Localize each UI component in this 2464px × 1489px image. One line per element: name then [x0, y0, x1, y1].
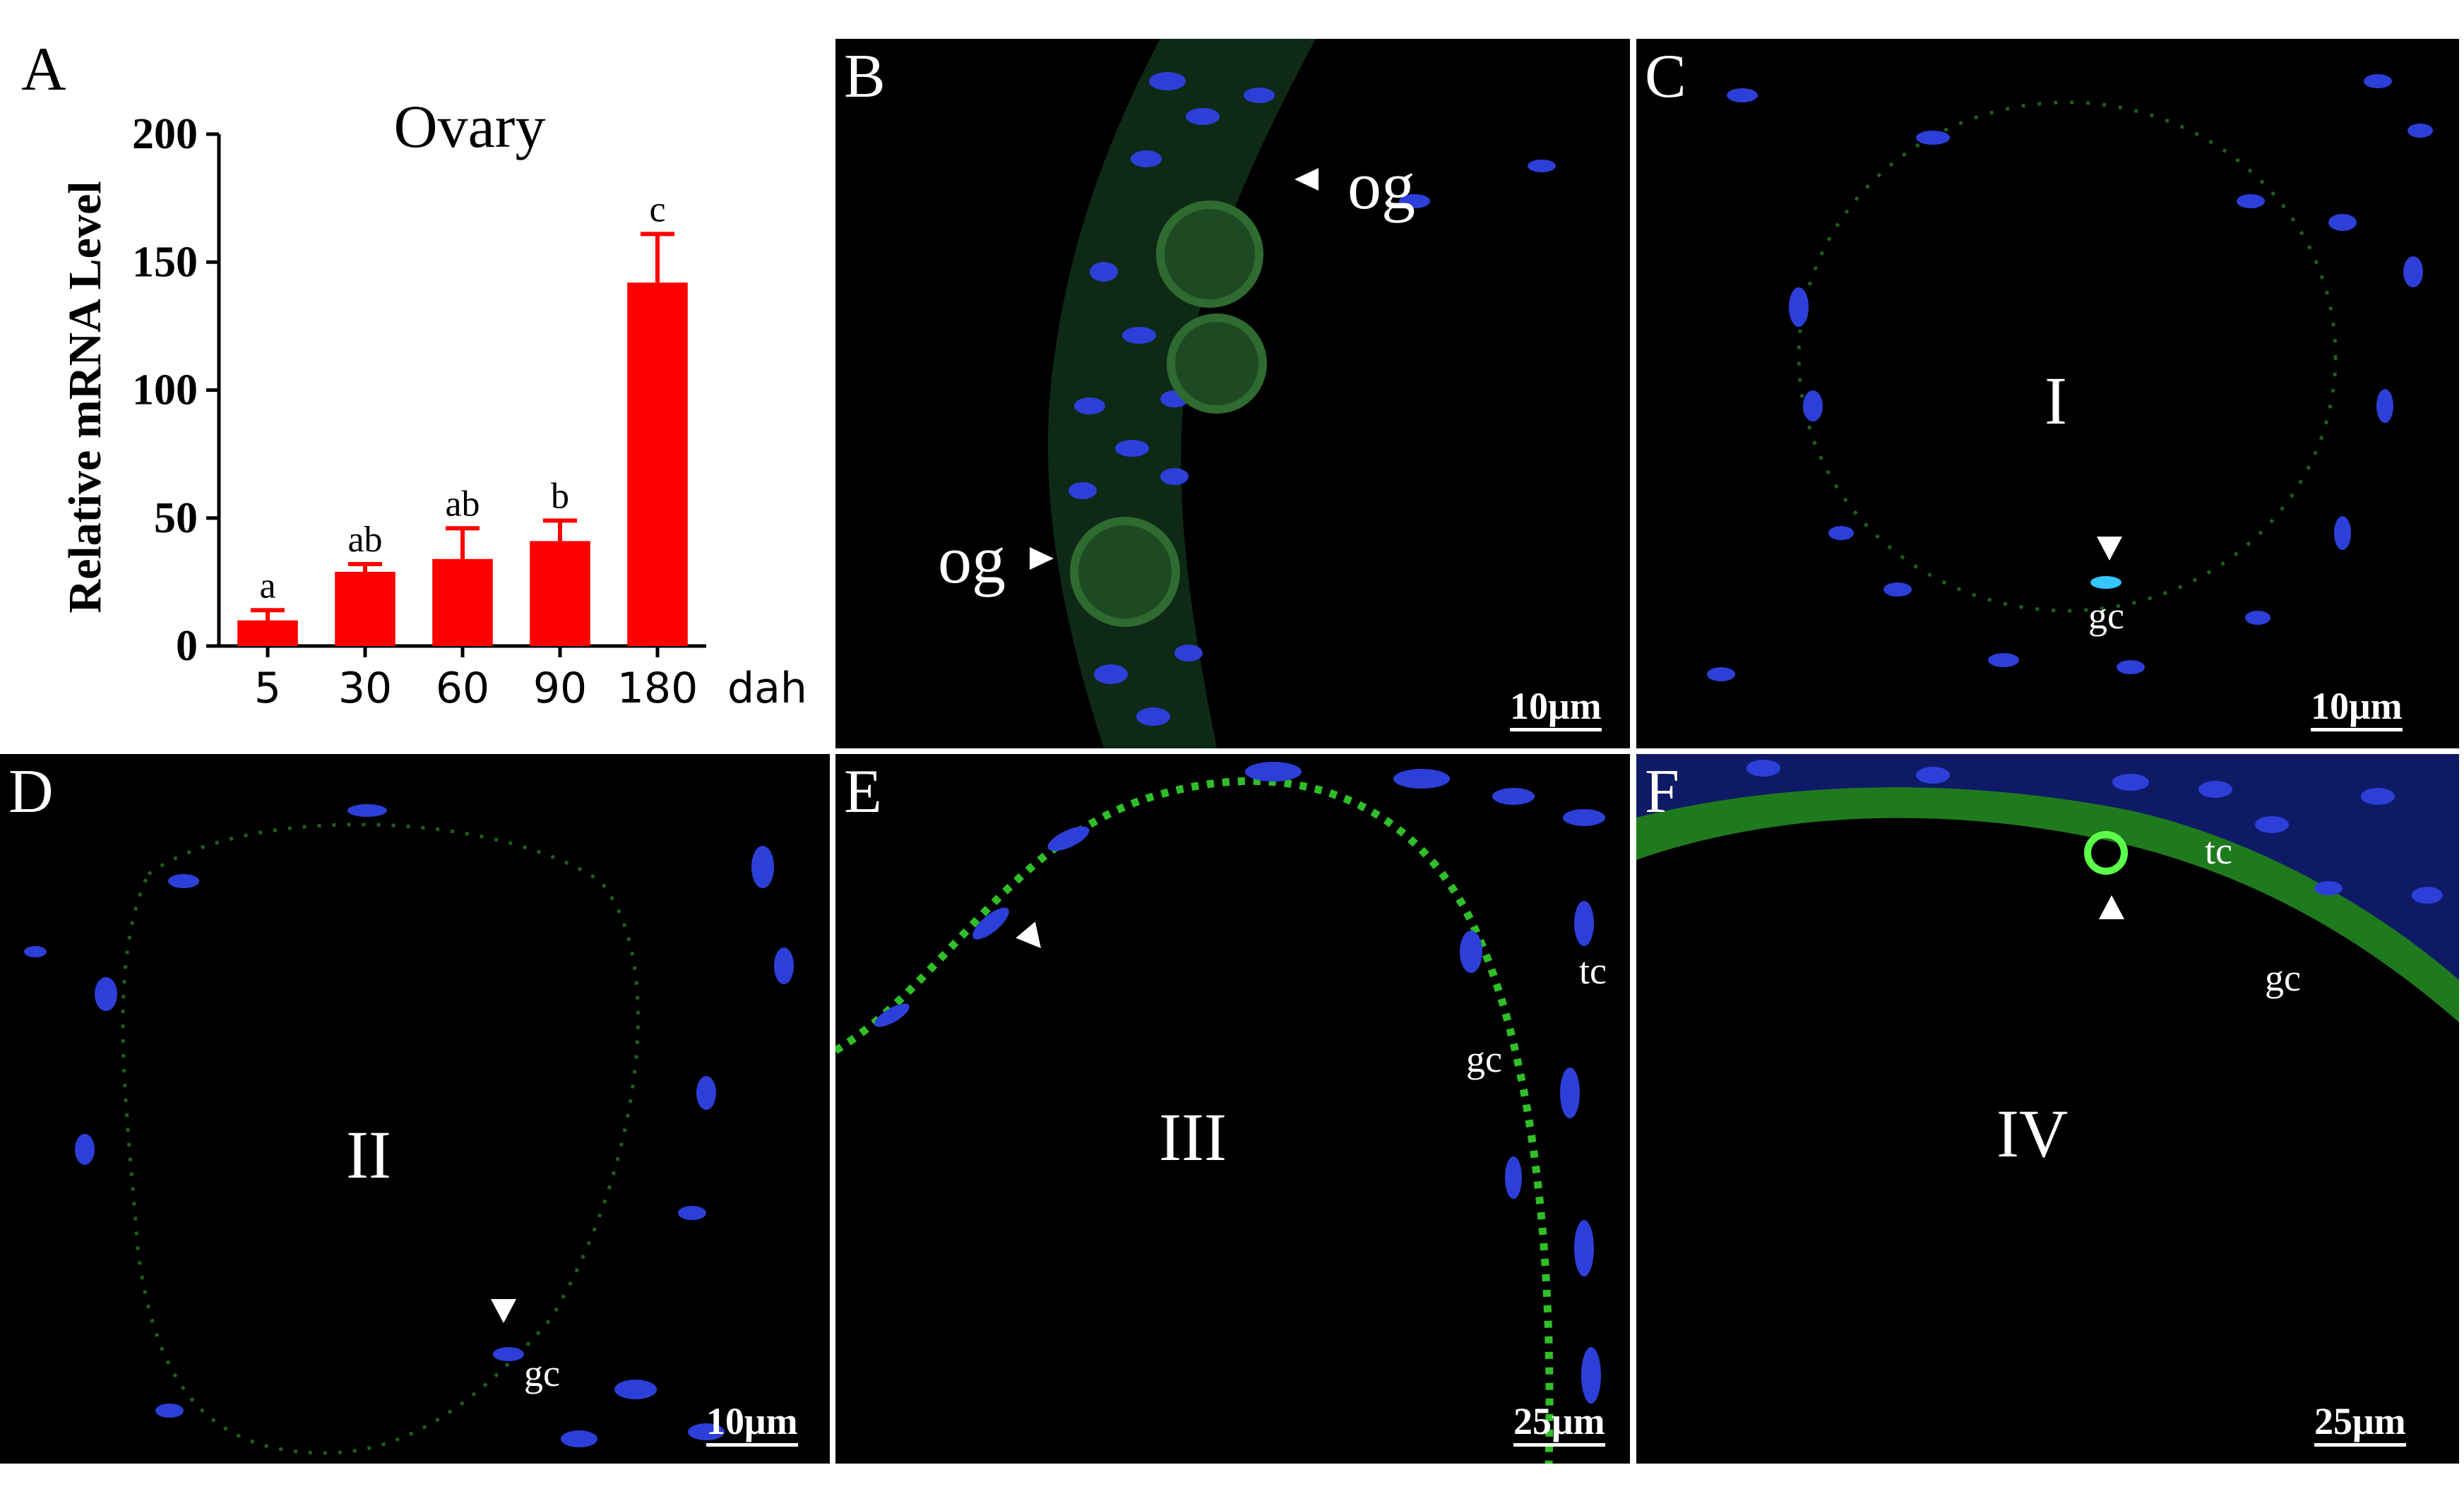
- arrowhead-icon: [2099, 895, 2124, 919]
- x-tick-label: 30: [338, 664, 392, 713]
- x-tick-label: 180: [617, 664, 698, 713]
- y-axis-label: Relative mRNA Level: [59, 181, 111, 613]
- theca-cell-label: tc: [1579, 950, 1607, 992]
- micrograph-f: [1636, 754, 2459, 1022]
- micrograph-c: [1707, 74, 2433, 681]
- significance-label: b: [551, 476, 569, 516]
- granulosa-cell-label: gc: [2265, 957, 2301, 999]
- significance-label: ab: [445, 484, 480, 524]
- panel-letter-b: B: [844, 42, 886, 111]
- bar: [237, 620, 298, 646]
- y-tick-label: 100: [132, 366, 198, 414]
- granulosa-cell-label: gc: [1466, 1038, 1502, 1080]
- bar: [432, 558, 493, 646]
- x-unit-label: dah: [727, 664, 807, 713]
- x-tick-label: 60: [436, 664, 489, 713]
- granulosa-cell-label: gc: [2088, 594, 2124, 637]
- significance-label: a: [259, 566, 275, 606]
- oogonia-label: og: [1347, 148, 1415, 223]
- panel-d: D II gc 10μm: [0, 754, 830, 1464]
- scale-bar-label: 10μm: [706, 1400, 798, 1442]
- y-tick-label: 150: [132, 238, 198, 286]
- arrowhead-icon: [1030, 547, 1054, 570]
- scale-bar: 10μm: [1510, 687, 1602, 731]
- y-tick-label: 0: [176, 622, 198, 670]
- arrowhead-icon: [2097, 537, 2122, 561]
- oogonia-label: og: [938, 522, 1006, 597]
- panel-letter-d: D: [8, 758, 54, 826]
- scale-bar-label: 25μm: [1513, 1400, 1605, 1442]
- scale-bar-label: 25μm: [2314, 1400, 2406, 1442]
- significance-label: c: [649, 189, 665, 229]
- bar-chart: 0 50 100 150 200 a 5 ab 30 ab 60 b 90 c 180 dah Ovary Rel…: [59, 92, 807, 713]
- panel-letter-e: E: [844, 758, 882, 826]
- panel-letter-a: A: [21, 35, 66, 104]
- stage-label: I: [2045, 363, 2067, 438]
- bar: [530, 541, 590, 646]
- bar: [627, 282, 688, 646]
- scale-bar: 10μm: [706, 1402, 798, 1447]
- panel-letter-f: F: [1645, 758, 1679, 826]
- x-tick-label: 5: [254, 664, 281, 713]
- panel-c: C I gc 10μm: [1636, 39, 2459, 748]
- micrograph-d: [24, 804, 794, 1455]
- scale-bar: 25μm: [2314, 1402, 2406, 1447]
- stage-label: II: [346, 1117, 391, 1192]
- stage-label: III: [1159, 1099, 1227, 1175]
- y-tick-label: 50: [154, 494, 198, 542]
- scale-bar: 25μm: [1513, 1402, 1605, 1447]
- panel-e: E III tc gc 25μm: [835, 754, 1630, 1464]
- scale-bar: 10μm: [2311, 687, 2403, 731]
- arrowhead-icon: [1295, 168, 1319, 191]
- y-tick-label: 200: [132, 110, 198, 158]
- scale-bar-label: 10μm: [2311, 685, 2403, 727]
- bar: [335, 571, 395, 646]
- micrograph-e: [835, 762, 1605, 1464]
- micrograph-b: [1047, 39, 1556, 748]
- panel-letter-c: C: [1645, 42, 1686, 111]
- panel-f: F IV tc gc 25μm: [1636, 754, 2459, 1464]
- stage-label: IV: [1996, 1096, 2069, 1171]
- chart-title: Ovary: [394, 92, 546, 160]
- panel-b: B og og 10μm: [835, 39, 1630, 748]
- granulosa-cell-label: gc: [524, 1352, 560, 1394]
- theca-cell-label: tc: [2205, 830, 2232, 872]
- x-tick-label: 90: [533, 664, 587, 713]
- arrowhead-icon: [491, 1299, 516, 1323]
- scale-bar-label: 10μm: [1510, 685, 1602, 727]
- significance-label: ab: [347, 520, 382, 560]
